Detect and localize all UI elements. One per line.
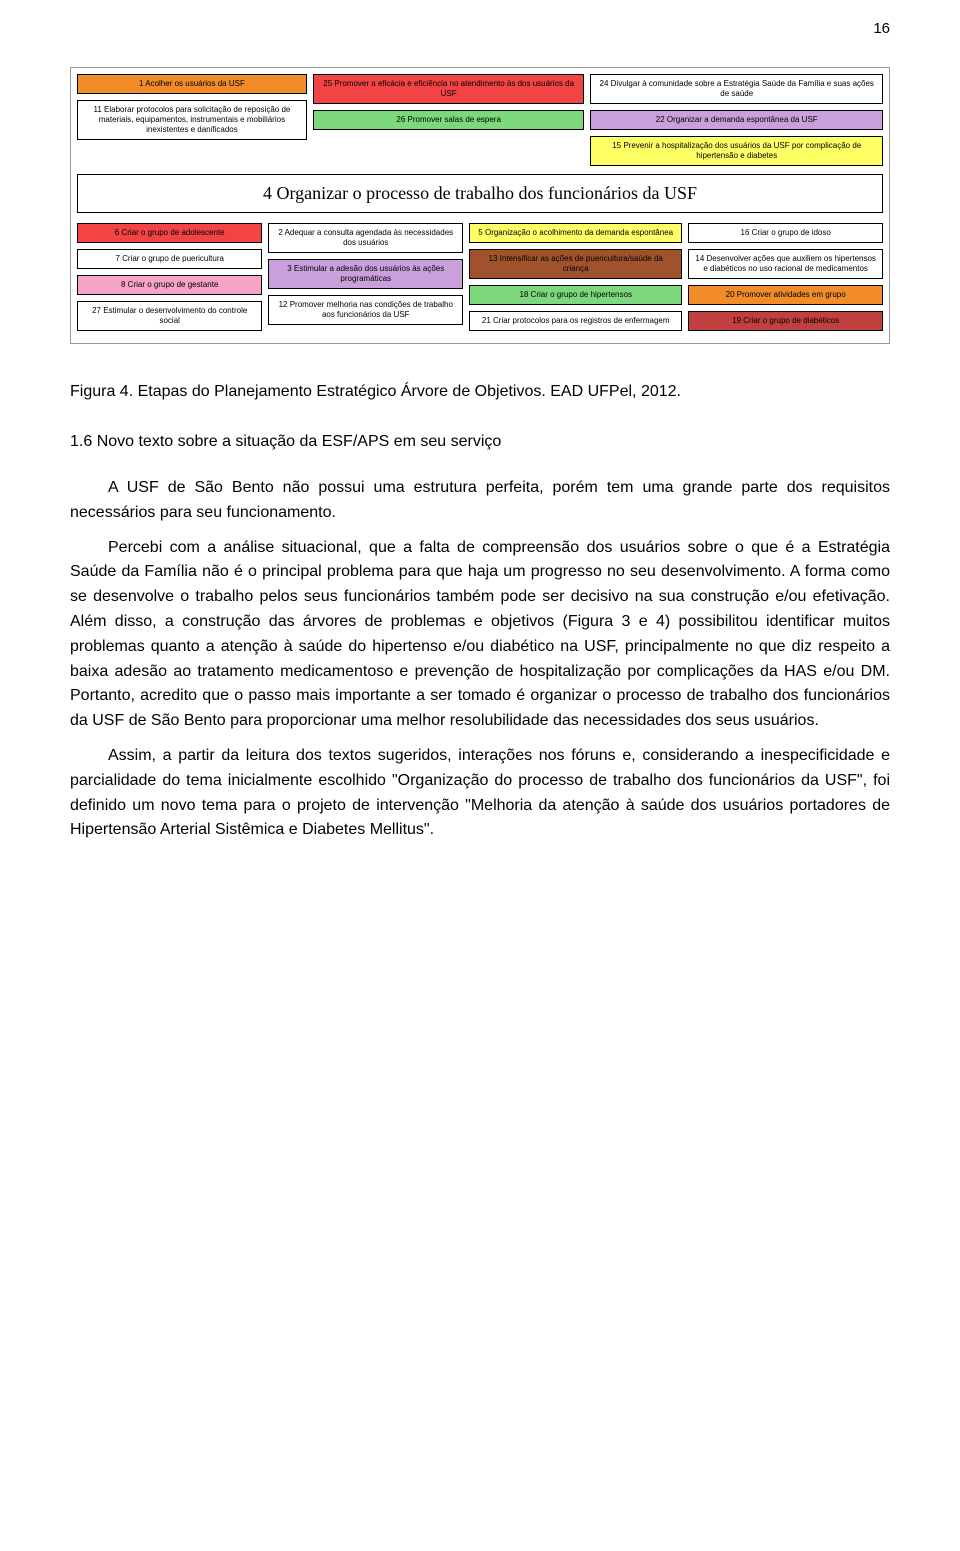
box-24: 24 Divulgar à comunidade sobre a Estraté… <box>590 74 883 104</box>
diagram-bottom-row: 6 Criar o grupo de adolescente 7 Criar o… <box>77 223 883 331</box>
box-11: 11 Elaborar protocolos para solicitação … <box>77 100 307 140</box>
section-heading: 1.6 Novo texto sobre a situação da ESF/A… <box>70 430 890 454</box>
box-27: 27 Estimular o desenvolvimento do contro… <box>77 301 262 331</box>
box-26: 26 Promover salas de espera <box>313 110 585 130</box>
objectives-diagram: 1 Acolher os usuários da USF 11 Elaborar… <box>70 67 890 344</box>
paragraph-2: Percebi com a análise situacional, que a… <box>70 536 890 734</box>
page-number: 16 <box>70 20 890 37</box>
paragraph-3: Assim, a partir da leitura dos textos su… <box>70 744 890 843</box>
box-06: 6 Criar o grupo de adolescente <box>77 223 262 243</box>
box-08: 8 Criar o grupo de gestante <box>77 275 262 295</box>
box-12: 12 Promover melhoria nas condições de tr… <box>268 295 463 325</box>
diagram-title-box: 4 Organizar o processo de trabalho dos f… <box>77 174 883 213</box>
box-25: 25 Promover a eficácia e eficiência no a… <box>313 74 585 104</box>
box-21: 21 Criar protocolos para os registros de… <box>469 311 682 331</box>
box-18: 18 Criar o grupo de hipertensos <box>469 285 682 305</box>
box-02: 2 Adequar a consulta agendada às necessi… <box>268 223 463 253</box>
box-22: 22 Organizar a demanda espontânea da USF <box>590 110 883 130</box>
figure-caption: Figura 4. Etapas do Planejamento Estraté… <box>70 380 890 404</box>
box-19: 19 Criar o grupo de diabéticos <box>688 311 883 331</box>
diagram-top-row: 1 Acolher os usuários da USF 11 Elaborar… <box>77 74 883 166</box>
box-03: 3 Estimular a adesão dos usuários às açõ… <box>268 259 463 289</box>
box-20: 20 Promover atividades em grupo <box>688 285 883 305</box>
box-15: 15 Prevenir a hospitalização dos usuário… <box>590 136 883 166</box>
box-14: 14 Desenvolver ações que auxiliem os hip… <box>688 249 883 279</box>
box-01: 1 Acolher os usuários da USF <box>77 74 307 94</box>
paragraph-1: A USF de São Bento não possui uma estrut… <box>70 476 890 526</box>
box-05: 5 Organização o acolhimento da demanda e… <box>469 223 682 243</box>
box-16: 16 Criar o grupo de idoso <box>688 223 883 243</box>
box-13: 13 Intensificar as ações de puericultura… <box>469 249 682 279</box>
box-07: 7 Criar o grupo de puericultura <box>77 249 262 269</box>
